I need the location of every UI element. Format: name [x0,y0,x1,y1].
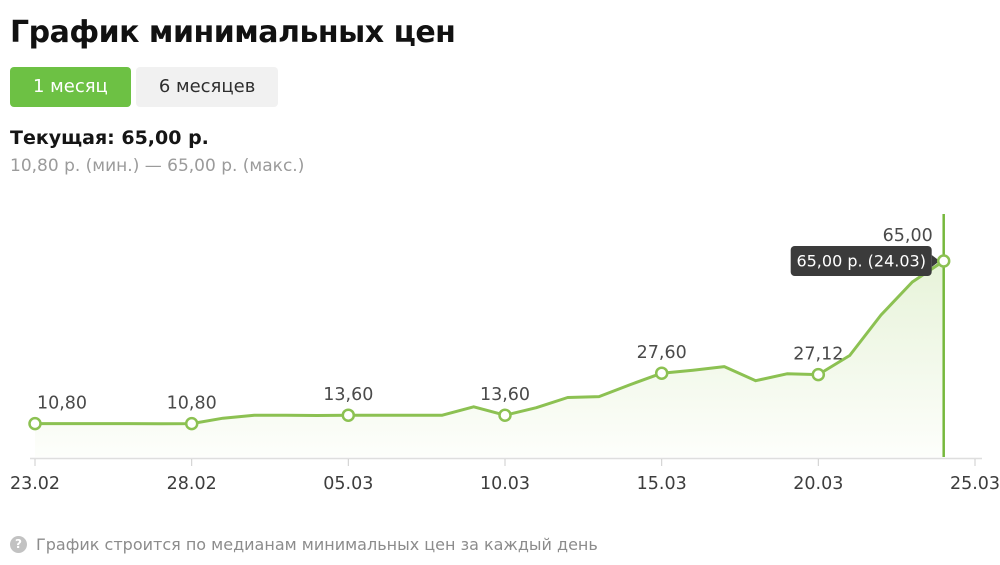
point-label: 27,12 [793,344,843,364]
question-circle-icon[interactable]: ? [10,535,27,553]
data-point-marker[interactable] [811,367,826,381]
data-point-marker[interactable] [498,407,512,422]
data-point-marker[interactable] [28,416,42,430]
point-label: 27,60 [637,343,687,363]
point-label: 10,80 [167,393,217,413]
chart-footnote: ? График строится по медианам минимальны… [10,535,990,554]
chart-area-fill [35,260,944,457]
data-point-marker[interactable] [184,416,199,430]
page-title: График минимальных цен [10,15,456,50]
current-price-label: Текущая: 65,00 р. [10,126,209,149]
point-label: 65,00 [883,226,933,246]
tooltip: 65,00 р. (24.03) [790,245,940,276]
x-tick-label: 25.03 [950,474,1000,494]
x-tick-label: 10.03 [480,474,530,494]
point-label: 13,60 [480,385,530,405]
x-tick-label: 15.03 [637,474,687,494]
tab-1-month[interactable]: 1 месяц [10,66,131,107]
x-tick-label: 23.02 [10,474,60,494]
data-point-marker[interactable] [654,365,669,380]
price-chart[interactable]: 23.02 28.02 05.03 10.03 15.03 20.03 25.03 10,80… [0,198,1000,500]
footnote-text: График строится по медианам минимальных … [36,534,598,554]
point-label: 13,60 [323,385,373,405]
period-tabs: 1 месяц 6 месяцев [10,66,990,107]
data-point-marker[interactable] [936,253,951,268]
x-tick-label: 20.03 [793,474,843,494]
data-point-marker[interactable] [341,407,356,422]
min-max-range-label: 10,80 р. (мин.) — 65,00 р. (макс.) [10,155,305,176]
x-tick-label: 05.03 [323,474,373,494]
tab-6-months[interactable]: 6 месяцев [135,66,279,107]
chart-container: 23.02 28.02 05.03 10.03 15.03 20.03 25.03 10,80… [0,198,1000,504]
tooltip-text: 65,00 р. (24.03) [796,251,926,270]
point-label: 10,80 [37,393,87,413]
x-tick-label: 28.02 [167,474,217,494]
